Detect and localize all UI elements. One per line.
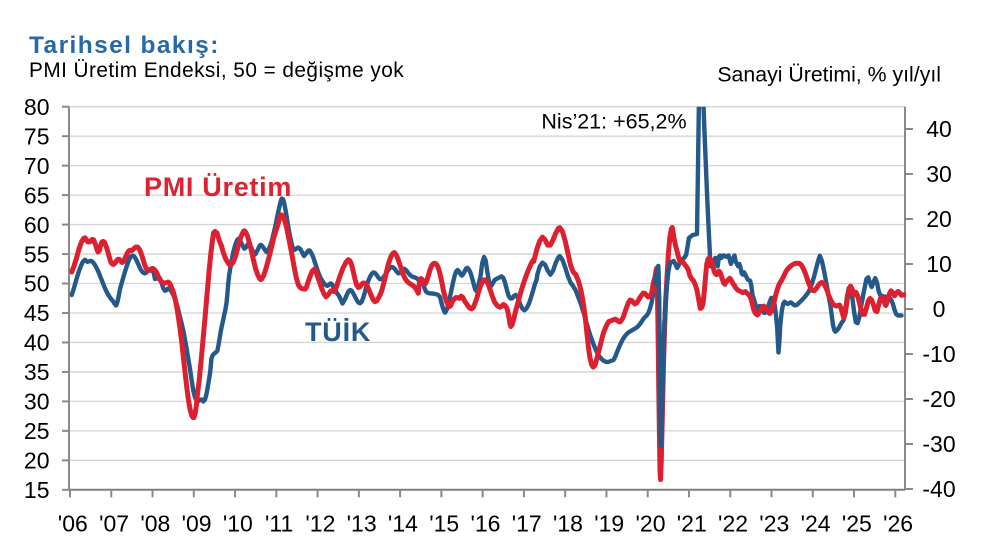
svg-text:-40: -40 — [922, 476, 955, 502]
svg-text:'18: '18 — [553, 511, 583, 537]
svg-text:75: 75 — [24, 123, 50, 149]
svg-text:'10: '10 — [223, 511, 253, 537]
svg-text:'15: '15 — [429, 511, 459, 537]
svg-text:'12: '12 — [305, 511, 335, 537]
svg-text:-30: -30 — [922, 431, 955, 457]
svg-text:80: 80 — [24, 94, 50, 120]
svg-text:35: 35 — [24, 359, 50, 385]
svg-text:'20: '20 — [636, 511, 666, 537]
svg-text:-10: -10 — [922, 341, 955, 367]
svg-text:'22: '22 — [718, 511, 748, 537]
svg-text:'19: '19 — [594, 511, 624, 537]
svg-text:'07: '07 — [99, 511, 129, 537]
svg-text:20: 20 — [926, 206, 952, 232]
svg-text:30: 30 — [926, 161, 952, 187]
svg-text:PMI Üretim Endeksi, 50 = değiş: PMI Üretim Endeksi, 50 = değişme yok — [29, 59, 404, 82]
svg-text:60: 60 — [24, 212, 50, 238]
svg-text:Tarihsel bakış:: Tarihsel bakış: — [29, 32, 220, 59]
svg-text:15: 15 — [24, 477, 50, 503]
svg-text:65: 65 — [24, 182, 50, 208]
svg-text:-20: -20 — [922, 386, 955, 412]
svg-text:TÜİK: TÜİK — [305, 317, 371, 347]
svg-text:45: 45 — [24, 300, 50, 326]
svg-text:55: 55 — [24, 241, 50, 267]
svg-text:50: 50 — [24, 271, 50, 297]
svg-text:'23: '23 — [759, 511, 789, 537]
svg-text:'24: '24 — [801, 511, 831, 537]
svg-text:20: 20 — [24, 448, 50, 474]
svg-text:'14: '14 — [388, 511, 418, 537]
svg-text:40: 40 — [24, 330, 50, 356]
svg-text:'26: '26 — [883, 511, 913, 537]
svg-text:30: 30 — [24, 389, 50, 415]
svg-text:Sanayi Üretimi, % yıl/yıl: Sanayi Üretimi, % yıl/yıl — [717, 63, 941, 87]
svg-text:'25: '25 — [842, 511, 872, 537]
svg-text:'13: '13 — [347, 511, 377, 537]
svg-text:40: 40 — [926, 116, 952, 142]
svg-text:'09: '09 — [182, 511, 212, 537]
svg-text:'06: '06 — [58, 511, 88, 537]
svg-text:PMI Üretim: PMI Üretim — [144, 172, 292, 202]
svg-text:25: 25 — [24, 418, 50, 444]
svg-text:0: 0 — [933, 296, 946, 322]
svg-text:'21: '21 — [677, 511, 707, 537]
svg-text:10: 10 — [926, 251, 952, 277]
svg-text:Nis’21: +65,2%: Nis’21: +65,2% — [541, 110, 686, 134]
svg-text:70: 70 — [24, 153, 50, 179]
svg-text:'16: '16 — [470, 511, 500, 537]
svg-text:'11: '11 — [265, 511, 293, 537]
svg-text:'17: '17 — [512, 511, 542, 537]
svg-text:'08: '08 — [140, 511, 170, 537]
